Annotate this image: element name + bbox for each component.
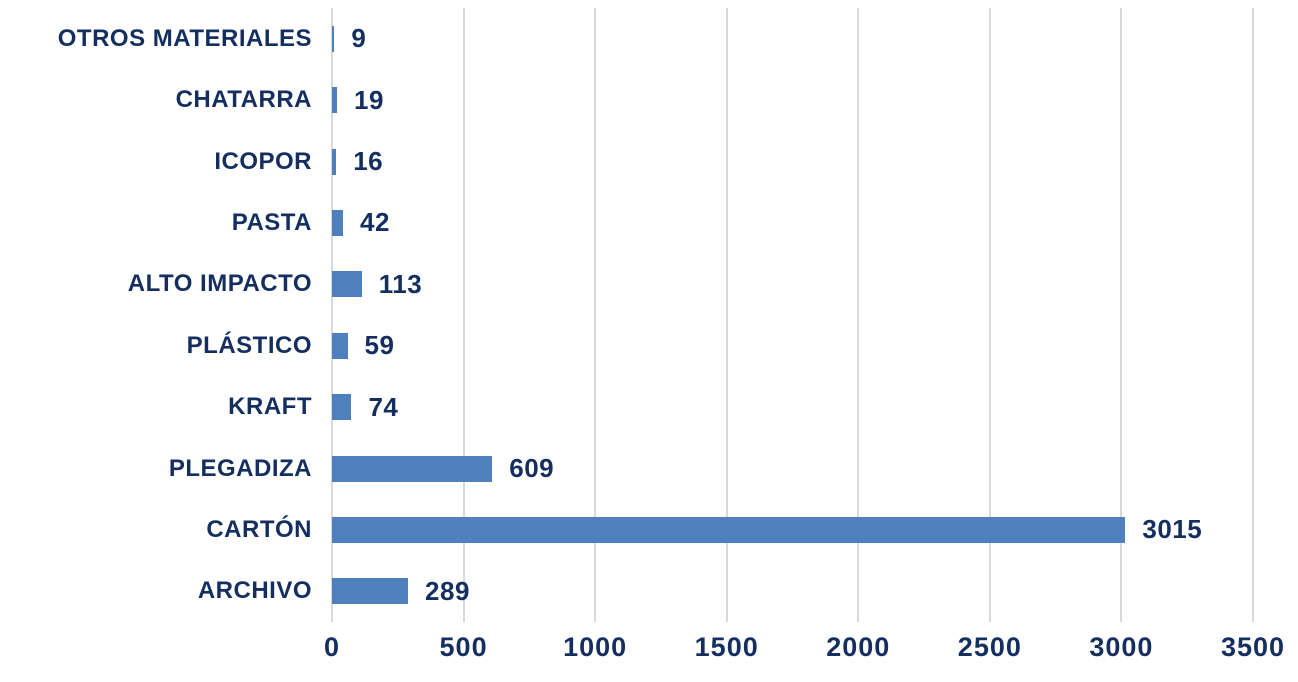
x-tick-label: 1000 <box>563 632 628 662</box>
gridline <box>1120 8 1123 622</box>
value-label: 9 <box>351 23 367 54</box>
bar-track: 113 <box>332 254 1253 315</box>
bar-track: 289 <box>332 561 1253 622</box>
x-axis: 0 500 1000 1500 2000 2500 3000 3500 <box>324 622 1284 674</box>
value-label: 74 <box>368 391 399 422</box>
bar <box>332 394 352 421</box>
gridline <box>462 8 465 622</box>
gridline <box>988 8 991 622</box>
bar-track: 16 <box>332 131 1253 192</box>
bar-row: OTROS MATERIALES 9 <box>0 8 1298 69</box>
category-label: CHATARRA <box>175 86 312 114</box>
bar <box>332 87 337 114</box>
category-label: PLEGADIZA <box>168 454 312 482</box>
gridline <box>1252 8 1254 622</box>
bar-track: 74 <box>332 376 1253 437</box>
value-label: 289 <box>425 575 470 606</box>
bar <box>332 25 335 52</box>
bar-track: 3015 <box>332 499 1253 560</box>
category-label: ARCHIVO <box>197 577 312 605</box>
category-label: KRAFT <box>228 393 312 421</box>
bar-track: 59 <box>332 315 1253 376</box>
bar-track: 19 <box>332 69 1253 130</box>
gridlines-layer <box>331 8 1254 622</box>
category-label: PASTA <box>231 208 312 236</box>
bar <box>332 455 493 482</box>
x-tick-label: 2000 <box>826 632 891 662</box>
bar-track: 609 <box>332 438 1253 499</box>
category-label: ICOPOR <box>214 147 312 175</box>
bar-track: 42 <box>332 192 1253 253</box>
value-label: 113 <box>378 268 423 299</box>
category-label: PLÁSTICO <box>186 331 312 359</box>
bar <box>332 332 348 359</box>
bar-row: PASTA 42 <box>0 192 1298 253</box>
bar-row: ARCHIVO 289 <box>0 561 1298 622</box>
bar <box>332 148 337 175</box>
x-tick-label: 0 <box>323 632 341 662</box>
category-label: CARTÓN <box>206 515 312 543</box>
bar <box>332 516 1126 543</box>
bar-row: PLEGADIZA 609 <box>0 438 1298 499</box>
x-tick-label: 3500 <box>1220 632 1286 662</box>
bar-row: PLÁSTICO 59 <box>0 315 1298 376</box>
gridline <box>594 8 597 622</box>
value-label: 19 <box>353 84 384 115</box>
x-tick-label: 1500 <box>694 632 759 662</box>
gridline <box>857 8 860 622</box>
bar <box>332 578 409 605</box>
value-label: 16 <box>353 146 384 177</box>
bar-row: CARTÓN 3015 <box>0 499 1298 560</box>
value-label: 42 <box>360 207 390 238</box>
bar-row: ALTO IMPACTO 113 <box>0 254 1298 315</box>
value-label: 59 <box>364 330 395 361</box>
x-tick-label: 500 <box>439 632 488 662</box>
gridline <box>331 8 333 622</box>
x-tick-label: 3000 <box>1089 632 1154 662</box>
bar-rows: OTROS MATERIALES 9 CHATARRA 19 ICOPOR 16 PASTA… <box>0 8 1298 622</box>
bar-row: CHATARRA 19 <box>0 69 1298 130</box>
bar <box>332 271 362 298</box>
gridline <box>725 8 728 622</box>
bar-row: ICOPOR 16 <box>0 131 1298 192</box>
category-label: OTROS MATERIALES <box>57 24 312 52</box>
x-tick-label: 2500 <box>957 632 1022 662</box>
bar-track: 9 <box>332 8 1253 69</box>
value-label: 609 <box>509 453 555 484</box>
bar <box>332 209 344 236</box>
category-label: ALTO IMPACTO <box>127 270 312 298</box>
value-label: 3015 <box>1142 514 1203 545</box>
bar-row: KRAFT 74 <box>0 376 1298 437</box>
